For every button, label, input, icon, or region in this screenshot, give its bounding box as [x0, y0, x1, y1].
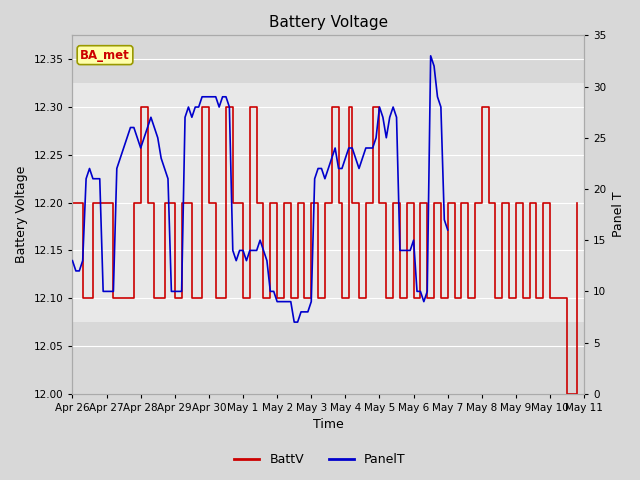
- X-axis label: Time: Time: [313, 419, 344, 432]
- Title: Battery Voltage: Battery Voltage: [269, 15, 388, 30]
- Text: BA_met: BA_met: [80, 48, 130, 61]
- Bar: [72, 83, 584, 322]
- Y-axis label: Battery Voltage: Battery Voltage: [15, 166, 28, 263]
- Y-axis label: Panel T: Panel T: [612, 192, 625, 238]
- Legend: BattV, PanelT: BattV, PanelT: [229, 448, 411, 471]
